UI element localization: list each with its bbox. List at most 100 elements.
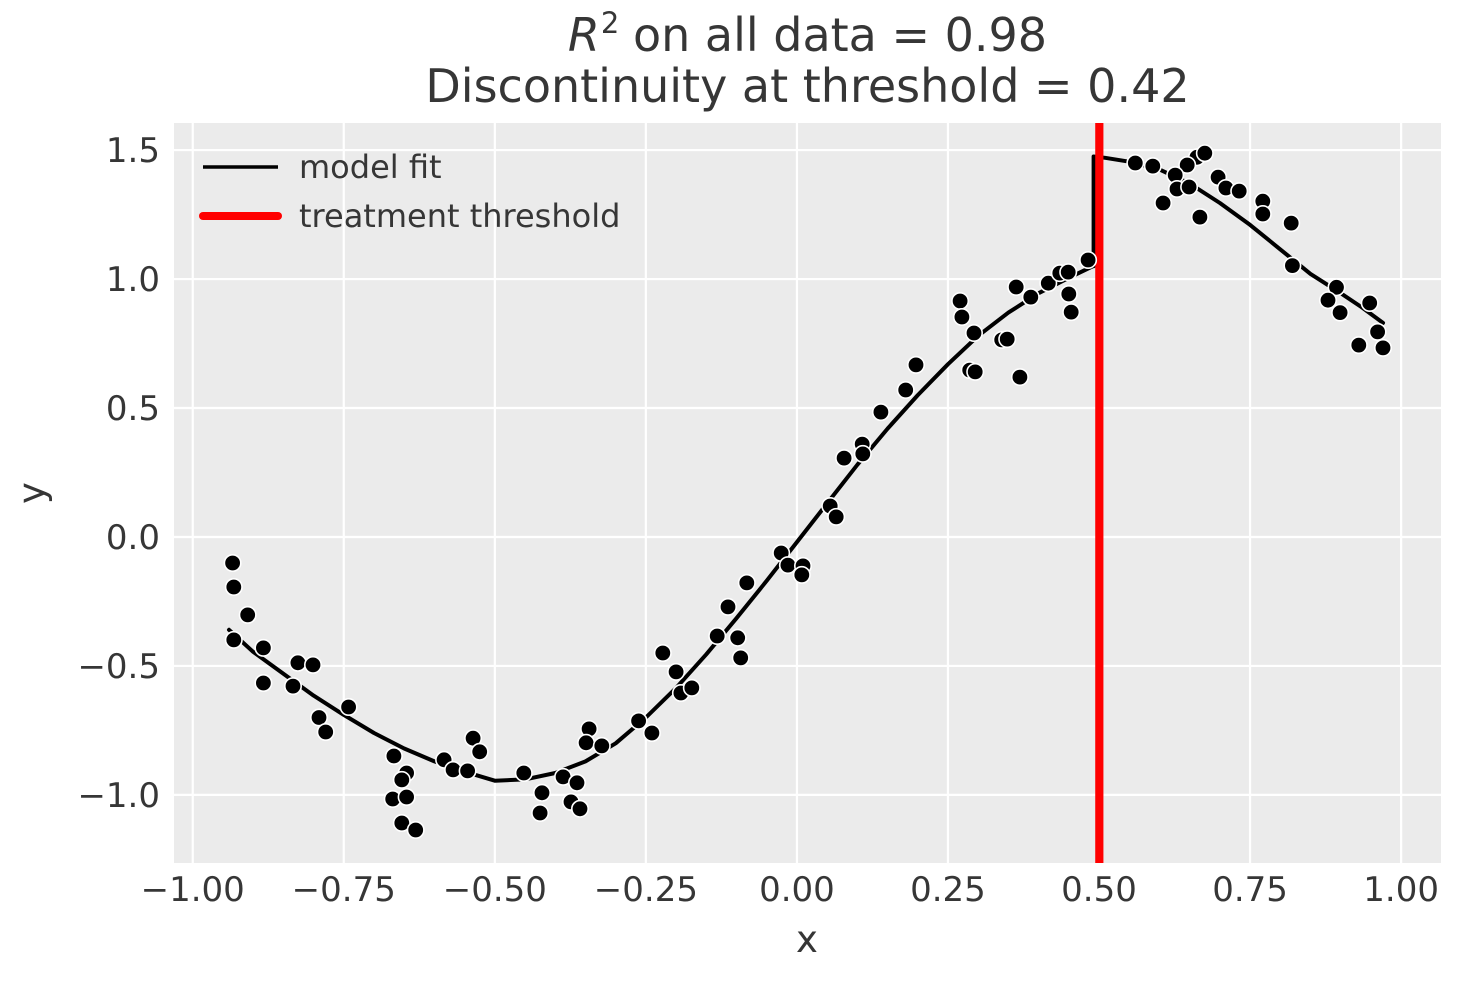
scatter-point (309, 708, 328, 727)
chart-title-line2: Discontinuity at threshold = 0.42 (425, 59, 1190, 113)
legend-label: treatment threshold (299, 197, 620, 235)
scatter-point (1195, 144, 1214, 163)
scatter-point (1143, 157, 1162, 176)
x-tick-label: −0.50 (443, 870, 547, 910)
scatter-point (952, 307, 971, 326)
y-tick-label: 0.0 (106, 518, 160, 558)
scatter-point (1062, 303, 1081, 322)
scatter-point (577, 733, 596, 752)
scatter-point (964, 323, 983, 342)
scatter-point (514, 763, 533, 782)
y-tick-label: −1.0 (77, 776, 160, 816)
scatter-point (853, 444, 872, 463)
scatter-point (728, 628, 747, 647)
scatter-point (1010, 368, 1029, 387)
scatter-point (1253, 205, 1272, 224)
scatter-point (871, 403, 890, 422)
scatter-point (951, 291, 970, 310)
scatter-point (1079, 251, 1098, 270)
scatter-point (1039, 274, 1058, 293)
scatter-point (1331, 303, 1350, 322)
x-axis-label: x (796, 918, 818, 961)
scatter-point (718, 597, 737, 616)
scatter-point (254, 638, 273, 657)
scatter-point (1059, 284, 1078, 303)
y-tick-label: −0.5 (77, 647, 160, 687)
scatter-point (339, 697, 358, 716)
scatter-point (1059, 263, 1078, 282)
scatter-point (827, 507, 846, 526)
y-tick-label: 0.5 (106, 389, 160, 429)
scatter-point (629, 711, 648, 730)
scatter-point (283, 677, 302, 696)
title-r-symbol: R (567, 8, 600, 62)
x-tick-label: −1.00 (141, 870, 245, 910)
x-tick-label: 0.50 (1061, 870, 1137, 910)
scatter-point (642, 723, 661, 742)
scatter-point (470, 742, 489, 761)
scatter-point (1190, 208, 1209, 227)
x-tick-label: −0.25 (594, 870, 698, 910)
scatter-point (731, 648, 750, 667)
scatter-point (835, 449, 854, 468)
scatter-point (1349, 336, 1368, 355)
scatter-point (778, 556, 797, 575)
scatter-point (1368, 322, 1387, 341)
scatter-point (667, 662, 686, 681)
scatter-point (397, 787, 416, 806)
scatter-point (531, 803, 550, 822)
x-tick-label: 0.00 (759, 870, 835, 910)
scatter-point (1154, 194, 1173, 213)
chart-title-line1: R2 on all data = 0.98 (174, 8, 1441, 62)
scatter-point (303, 655, 322, 674)
scatter-point (570, 799, 589, 818)
scatter-point (1007, 277, 1026, 296)
scatter-point (567, 773, 586, 792)
scatter-point (1283, 256, 1302, 275)
y-tick-label: 1.5 (106, 131, 160, 171)
scatter-point (1319, 291, 1338, 310)
scatter-point (384, 746, 403, 765)
x-tick-label: −0.75 (292, 870, 396, 910)
scatter-point (1178, 156, 1197, 175)
scatter-point (224, 630, 243, 649)
x-tick-label: 0.75 (1212, 870, 1288, 910)
scatter-point (458, 761, 477, 780)
scatter-point (254, 673, 273, 692)
x-tick-label: 0.25 (910, 870, 986, 910)
scatter-point (896, 380, 915, 399)
scatter-point (592, 736, 611, 755)
scatter-point (406, 820, 425, 839)
scatter-point (653, 643, 672, 662)
scatter-point (906, 355, 925, 374)
title-r-exponent: 2 (600, 5, 620, 40)
chart-title: R2 on all data = 0.98 Discontinuity at t… (174, 8, 1441, 113)
scatter-point (238, 605, 257, 624)
scatter-point (792, 565, 811, 584)
scatter-point (1360, 293, 1379, 312)
scatter-point (392, 813, 411, 832)
scatter-point (1180, 178, 1199, 197)
scatter-point (223, 553, 242, 572)
scatter-point (1021, 288, 1040, 307)
scatter-point (1327, 278, 1346, 297)
y-axis-label: y (10, 482, 53, 504)
scatter-point (998, 330, 1017, 349)
x-tick-label: 1.00 (1363, 870, 1439, 910)
scatter-point (708, 626, 727, 645)
title-line1-text: on all data = 0.98 (618, 8, 1048, 62)
scatter-point (316, 722, 335, 741)
scatter-point (1282, 214, 1301, 233)
scatter-point (1230, 182, 1249, 201)
scatter-point (392, 770, 411, 789)
scatter-point (288, 653, 307, 672)
scatter-point (532, 783, 551, 802)
scatter-point (224, 577, 243, 596)
scatter-point (966, 362, 985, 381)
legend-label: model fit (299, 148, 442, 186)
scatter-point (737, 573, 756, 592)
y-tick-label: 1.0 (106, 260, 160, 300)
scatter-point (1126, 154, 1145, 173)
